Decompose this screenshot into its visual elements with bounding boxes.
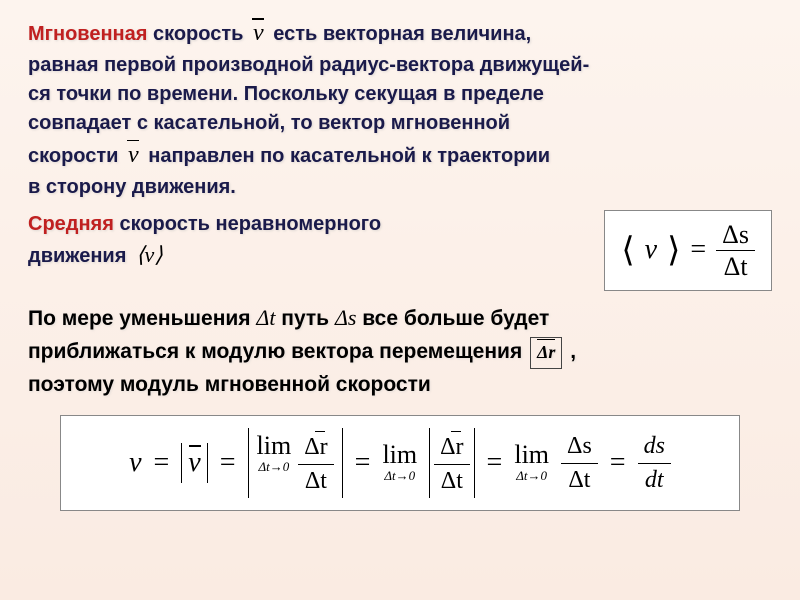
text: ся точки по времени. Поскольку секущая в…: [28, 83, 544, 105]
symbol-v-vector: v: [124, 142, 143, 168]
text: скорость: [153, 23, 243, 45]
equals-sign: =: [690, 234, 706, 266]
fraction: Δr Δt: [298, 432, 333, 496]
text: в сторону движения.: [28, 176, 236, 198]
abs-lim-block: lim Δt→0 Δr Δt: [248, 428, 343, 498]
symbol-ds: Δs: [335, 305, 356, 330]
symbol-avg-v: ⟨v⟩: [132, 242, 167, 267]
paragraph-average-velocity: Средняя скорость неравномерного движения…: [28, 210, 604, 271]
highlight-word: Мгновенная: [28, 23, 147, 45]
equals-sign: =: [487, 447, 503, 479]
symbol-v: v: [129, 447, 141, 479]
limit: lim Δt→0: [382, 442, 417, 484]
text: скорости: [28, 145, 118, 167]
symbol-v: v: [645, 234, 657, 266]
limit: lim Δt→0: [257, 433, 292, 475]
text: есть векторная величина,: [273, 23, 531, 45]
text: направлен по касательной к траектории: [148, 145, 550, 167]
paragraph-limit-explanation: По мере уменьшения Δt путь Δs все больше…: [28, 301, 772, 401]
angle-bracket-left: ⟨: [621, 230, 634, 270]
formula-instant-velocity-limit: v = v = lim Δt→0 Δr Δt = lim Δt→0 Δr Δt …: [60, 415, 740, 511]
equals-sign: =: [220, 447, 236, 479]
fraction-dsdt: ds dt: [638, 431, 671, 495]
limit: lim Δt→0: [514, 442, 549, 484]
equals-sign: =: [154, 447, 170, 479]
text: поэтому модуль мгновенной скорости: [28, 373, 431, 396]
text: все больше будет: [362, 307, 549, 330]
formula-average-velocity: ⟨ v ⟩ = Δs Δt: [604, 210, 772, 292]
equals-sign: =: [355, 447, 371, 479]
abs-fraction: Δr Δt: [429, 428, 474, 498]
fraction: Δs Δt: [716, 221, 755, 281]
text: совпадает с касательной, то вектор мгнов…: [28, 112, 510, 134]
text: скорость неравномерного: [119, 213, 381, 235]
text: По мере уменьшения: [28, 307, 251, 330]
symbol-abs-dr: Δr: [530, 337, 562, 369]
comma: ,: [570, 340, 576, 363]
text: движения: [28, 245, 126, 267]
text: приближаться к модулю вектора перемещени…: [28, 340, 522, 363]
highlight-word: Средняя: [28, 213, 114, 235]
symbol-dt: Δt: [256, 305, 275, 330]
symbol-v-vector: v: [249, 20, 268, 46]
row-average-velocity: Средняя скорость неравномерного движения…: [28, 210, 772, 292]
text: путь: [281, 307, 329, 330]
fraction: Δs Δt: [561, 431, 598, 495]
abs-v-vector: v: [181, 443, 207, 483]
equals-sign: =: [610, 447, 626, 479]
angle-bracket-right: ⟩: [667, 230, 680, 270]
text: равная первой производной радиус-вектора…: [28, 54, 589, 76]
paragraph-instant-velocity: Мгновенная скорость v есть векторная вел…: [28, 16, 772, 202]
